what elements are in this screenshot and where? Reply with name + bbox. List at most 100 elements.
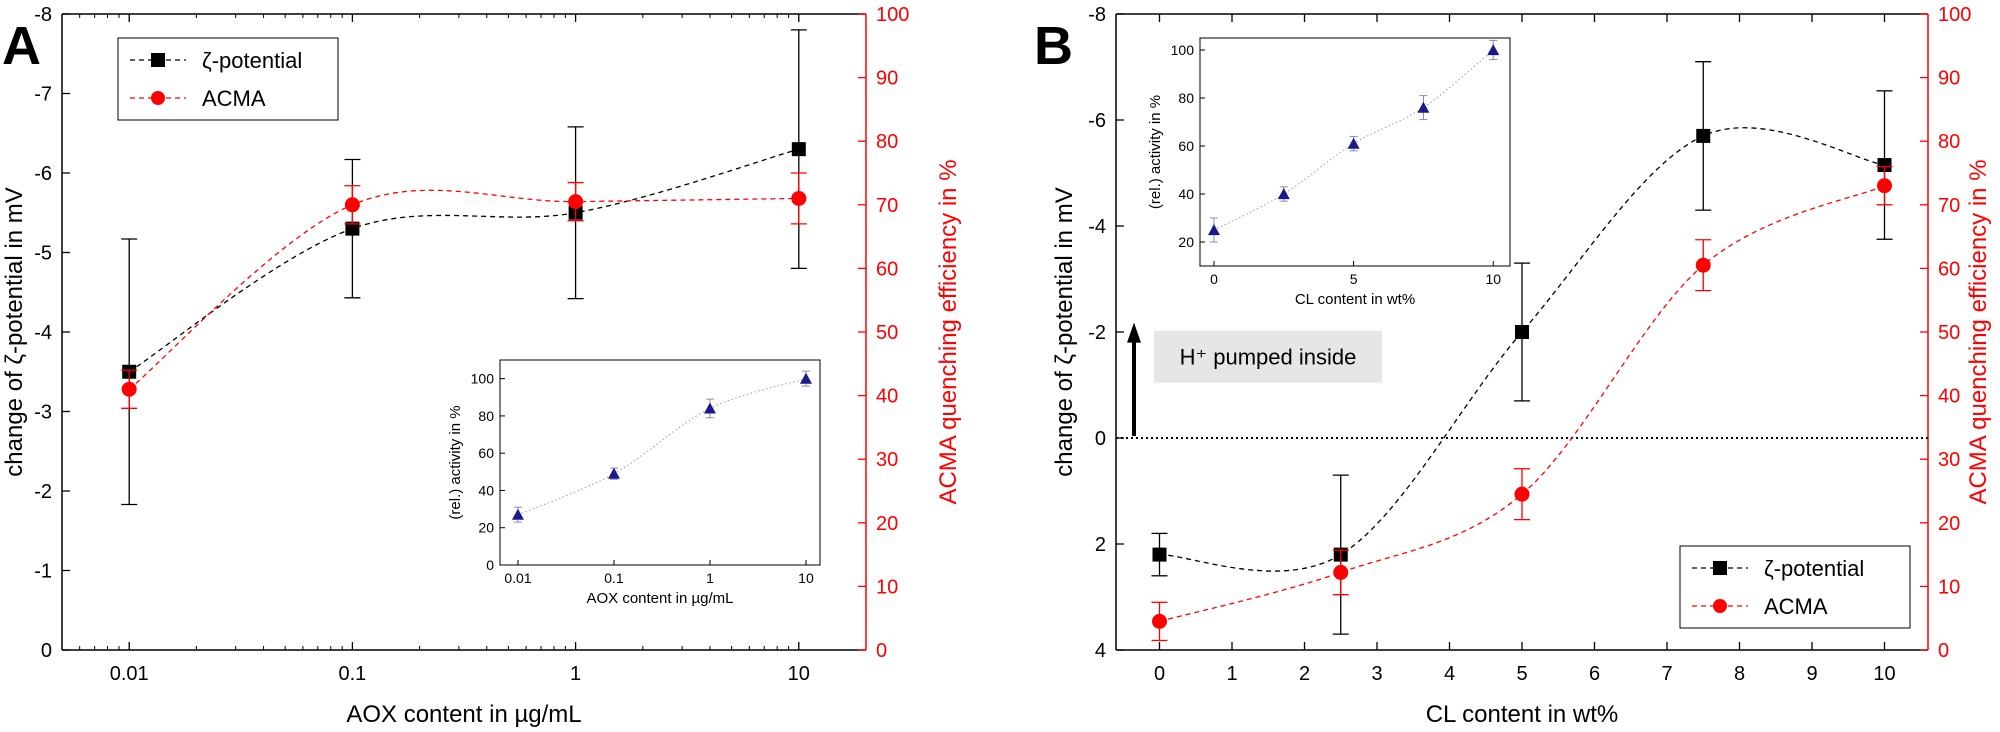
- acma-point: [1152, 613, 1167, 629]
- x-tick-label: 4: [1444, 663, 1455, 685]
- legend-box: [117, 37, 339, 121]
- y1-tick-label: -2: [34, 481, 52, 503]
- panel-letter: A: [2, 16, 41, 76]
- y2-tick-label: 70: [1938, 195, 1960, 217]
- x-tick-label: 3: [1371, 663, 1382, 685]
- inset-plot-frame: [1199, 37, 1511, 267]
- x-tick-label: 8: [1734, 663, 1745, 685]
- y2-tick-label: 60: [876, 258, 898, 280]
- x-axis-title: AOX content in µg/mL: [346, 701, 581, 728]
- acma-trend-line: [1159, 185, 1885, 623]
- y2-tick-label: 40: [1938, 386, 1960, 408]
- inset-y-axis-title: (rel.) activity in %: [447, 405, 464, 519]
- annotation-box: [1154, 330, 1382, 383]
- y2-tick-label: 80: [1938, 131, 1960, 153]
- y2-axis-title: ACMA quenching efficiency in %: [1965, 159, 1992, 504]
- inset-point: [703, 402, 716, 414]
- y1-tick-label: -8: [34, 4, 52, 26]
- panel-letter: B: [1034, 16, 1073, 76]
- legend-label-acma: ACMA: [1764, 594, 1828, 619]
- y2-tick-label: 30: [1938, 449, 1960, 471]
- acma-trend-line: [128, 189, 799, 390]
- y2-tick-label: 90: [876, 68, 898, 90]
- y2-tick-label: 40: [876, 386, 898, 408]
- acma-point: [1695, 257, 1711, 273]
- y1-tick-label: 4: [1095, 640, 1106, 662]
- x-tick-label: 9: [1806, 663, 1817, 685]
- x-tick-label: 10: [788, 663, 810, 685]
- zeta-point: [1877, 158, 1892, 173]
- y2-tick-label: 60: [1938, 258, 1960, 280]
- inset-y-tick-label: 20: [478, 520, 494, 536]
- legend-marker: [151, 91, 165, 105]
- y1-axis-title: change of ζ-potential in mV: [1051, 187, 1078, 476]
- inset-x-tick-label: 10: [798, 570, 814, 586]
- inset-y-tick-label: 80: [478, 408, 494, 424]
- y2-tick-label: 90: [1938, 68, 1960, 90]
- x-tick-label: 6: [1589, 663, 1600, 685]
- inset-x-tick-label: 0.1: [604, 570, 624, 586]
- zeta-trend-line: [1159, 127, 1885, 572]
- inset-point: [511, 508, 524, 520]
- inset-x-axis-title: CL content in wt%: [1295, 291, 1415, 308]
- inset-point: [799, 372, 812, 384]
- inset-y-tick-label: 20: [1178, 234, 1194, 250]
- y2-tick-label: 50: [1938, 322, 1960, 344]
- y2-tick-label: 10: [876, 576, 898, 598]
- y2-tick-label: 0: [1938, 640, 1949, 662]
- inset-x-tick-label: 0: [1210, 271, 1218, 287]
- y1-tick-label: -7: [34, 84, 52, 106]
- y2-tick-label: 30: [876, 449, 898, 471]
- y2-tick-label: 50: [876, 322, 898, 344]
- x-axis-title: CL content in wt%: [1426, 701, 1619, 728]
- inset-y-tick-label: 60: [1178, 138, 1194, 154]
- y1-tick-label: 2: [1095, 534, 1106, 556]
- legend-label-acma: ACMA: [202, 86, 266, 111]
- x-tick-label: 2: [1299, 663, 1310, 685]
- acma-point: [568, 194, 584, 210]
- inset-point: [1347, 137, 1360, 149]
- legend-marker: [1713, 599, 1727, 613]
- x-tick-label: 10: [1873, 663, 1895, 685]
- inset-point: [1277, 188, 1290, 200]
- inset-point: [1417, 101, 1430, 113]
- inset-point: [1207, 224, 1220, 236]
- y2-tick-label: 100: [1938, 4, 1971, 26]
- inset-x-axis-title: AOX content in µg/mL: [586, 590, 733, 607]
- acma-point: [1333, 564, 1349, 580]
- y2-tick-label: 70: [876, 195, 898, 217]
- y1-tick-label: -5: [34, 243, 52, 265]
- zeta-point: [791, 142, 806, 157]
- inset-x-tick-label: 5: [1350, 271, 1358, 287]
- inset-point: [607, 467, 620, 479]
- y2-axis-title: ACMA quenching efficiency in %: [935, 159, 962, 504]
- annotation-text: H⁺ pumped inside: [1180, 345, 1357, 370]
- panel-a: 0.01 0.1 1 100-1-2-3-4-5-6-7-80102030405060…: [1, 4, 962, 728]
- y1-tick-label: 0: [41, 640, 52, 662]
- x-tick-label: 0.01: [110, 663, 149, 685]
- y1-tick-label: -4: [34, 322, 52, 344]
- y2-tick-label: 10: [1938, 576, 1960, 598]
- y1-tick-label: -3: [34, 402, 52, 424]
- y1-tick-label: -4: [1088, 216, 1106, 238]
- y1-tick-label: -1: [34, 561, 52, 583]
- inset-point: [1487, 44, 1500, 56]
- acma-point: [791, 190, 807, 206]
- x-tick-label: 7: [1661, 663, 1672, 685]
- y1-tick-label: 0: [1095, 428, 1106, 450]
- zeta-point: [1152, 547, 1167, 562]
- y1-axis-title: change of ζ-potential in mV: [1, 187, 28, 476]
- y1-tick-label: -6: [34, 163, 52, 185]
- y2-tick-label: 0: [876, 640, 887, 662]
- inset-y-tick-label: 40: [478, 482, 494, 498]
- inset-y-tick-label: 80: [1178, 90, 1194, 106]
- inset-y-tick-label: 0: [486, 557, 494, 573]
- y2-tick-label: 20: [1938, 513, 1960, 535]
- acma-point: [1877, 178, 1892, 194]
- zeta-point: [1696, 128, 1711, 143]
- legend-box: [1679, 545, 1911, 629]
- zeta-trend-line: [128, 148, 799, 373]
- x-tick-label: 5: [1516, 663, 1527, 685]
- panel-b: 0 1 2 3 4 5 6 7 8 9 10420-2-4-6-801020304050607080…: [1034, 4, 1992, 728]
